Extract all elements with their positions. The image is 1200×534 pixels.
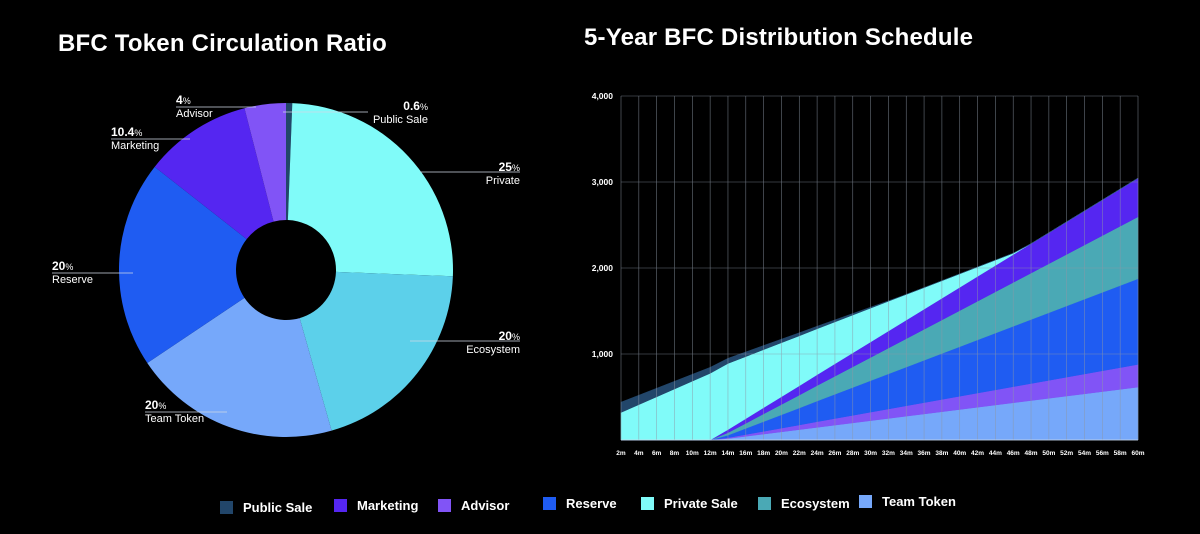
pie-value-reserve: 20% <box>52 259 73 273</box>
legend-swatch <box>334 499 347 512</box>
x-tick-label: 58m <box>1114 450 1127 457</box>
pie-value-public-sale: 0.6% <box>403 99 428 113</box>
x-tick-label: 34m <box>900 450 913 457</box>
pie-label-private: Private <box>486 175 520 187</box>
x-tick-label: 26m <box>828 450 841 457</box>
pie-value-ecosystem: 20% <box>499 329 520 343</box>
pie-label-reserve: Reserve <box>52 274 93 286</box>
legend-label: Private Sale <box>664 496 738 511</box>
legend-item-ecosystem: Ecosystem <box>758 496 850 511</box>
area-chart: 1,000 2,000 3,000 4,000 2m 4m 6m 8m 10m 12m 14m 16m… <box>592 91 1145 457</box>
pie-slice-public-sale <box>286 103 293 221</box>
x-tick-label: 24m <box>811 450 824 457</box>
pie-label-public-sale: Public Sale <box>373 114 428 126</box>
x-tick-label: 20m <box>775 450 788 457</box>
x-tick-label: 30m <box>864 450 877 457</box>
x-tick-label: 8m <box>670 450 680 457</box>
grid-lines <box>620 95 1139 440</box>
x-tick-label: 56m <box>1096 450 1109 457</box>
pie-slice-advisor <box>244 103 286 222</box>
legend-item-private-sale: Private Sale <box>641 496 738 511</box>
legend-item-team-token: Team Token <box>859 494 956 509</box>
legend-swatch <box>758 497 771 510</box>
x-tick-label: 48m <box>1025 450 1038 457</box>
pie-label-ecosystem: Ecosystem <box>466 344 520 356</box>
legend-label: Marketing <box>357 498 419 513</box>
x-tick-label: 28m <box>846 450 859 457</box>
x-tick-label: 38m <box>935 450 948 457</box>
x-tick-label: 46m <box>1007 450 1020 457</box>
pie-value-advisor: 4% <box>176 93 191 107</box>
x-tick-label: 6m <box>652 450 662 457</box>
pie-value-private: 25% <box>499 160 520 174</box>
x-tick-label: 44m <box>989 450 1002 457</box>
pie-chart: 0.6%Public Sale25%Private20%Ecosystem20%… <box>52 93 520 438</box>
x-tick-label: 36m <box>918 450 931 457</box>
x-tick-label: 12m <box>704 450 717 457</box>
x-tick-label: 52m <box>1060 450 1073 457</box>
x-tick-label: 4m <box>634 450 644 457</box>
legend-label: Ecosystem <box>781 496 850 511</box>
pie-slice-marketing <box>154 108 274 240</box>
x-tick-label: 60m <box>1131 450 1144 457</box>
legend-swatch <box>438 499 451 512</box>
x-tick-label: 50m <box>1042 450 1055 457</box>
x-tick-label: 2m <box>616 450 626 457</box>
x-tick-label: 18m <box>757 450 770 457</box>
x-tick-label: 40m <box>953 450 966 457</box>
legend-item-public-sale: Public Sale <box>220 500 312 515</box>
pie-label-advisor: Advisor <box>176 108 213 120</box>
pie-label-marketing: Marketing <box>111 140 159 152</box>
pie-chart-title: BFC Token Circulation Ratio <box>58 30 387 57</box>
legend-swatch <box>641 497 654 510</box>
legend: Public Sale Marketing Advisor Reserve Privat… <box>220 494 1200 520</box>
x-tick-label: 54m <box>1078 450 1091 457</box>
pie-value-marketing: 10.4% <box>111 125 142 139</box>
legend-swatch <box>859 495 872 508</box>
pie-label-team-token: Team Token <box>145 413 204 425</box>
legend-item-marketing: Marketing <box>334 498 418 513</box>
legend-label: Reserve <box>566 496 617 511</box>
x-tick-label: 10m <box>686 450 699 457</box>
legend-item-reserve: Reserve <box>543 496 617 511</box>
legend-swatch <box>220 501 233 514</box>
pie-value-team-token: 20% <box>145 398 166 412</box>
x-tick-label: 16m <box>739 450 752 457</box>
area-chart-title: 5-Year BFC Distribution Schedule <box>584 24 974 51</box>
pie-slice-team-token <box>147 297 332 438</box>
y-tick-label: 2,000 <box>592 263 614 273</box>
x-tick-label: 22m <box>793 450 806 457</box>
legend-label: Advisor <box>461 498 510 513</box>
pie-slice-private <box>287 103 453 277</box>
legend-label: Team Token <box>882 494 956 509</box>
y-tick-label: 1,000 <box>592 349 614 359</box>
legend-swatch <box>543 497 556 510</box>
x-tick-label: 42m <box>971 450 984 457</box>
x-tick-label: 14m <box>721 450 734 457</box>
pie-slice-reserve <box>118 166 247 363</box>
legend-label: Public Sale <box>243 500 313 515</box>
pie-slice-ecosystem <box>299 271 453 431</box>
legend-item-advisor: Advisor <box>438 498 509 513</box>
x-tick-label: 32m <box>882 450 895 457</box>
y-tick-label: 4,000 <box>592 91 614 101</box>
y-tick-label: 3,000 <box>592 177 614 187</box>
